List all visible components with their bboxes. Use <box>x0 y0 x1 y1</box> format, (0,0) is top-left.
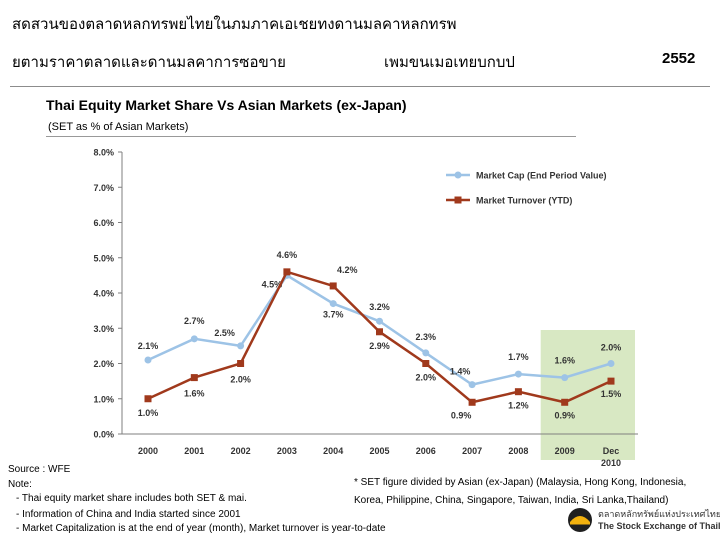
market-cap-point <box>190 335 198 343</box>
header-line-2-left: ยตามราคาตลาดและดานมลคาการซอขาย <box>12 53 286 71</box>
data-label: 4.6% <box>277 250 298 260</box>
highlight-band <box>540 330 635 460</box>
x-tick-label: 2004 <box>323 446 343 456</box>
note-item: - Thai equity market share includes both… <box>16 493 247 504</box>
set-logo-icon <box>568 508 592 532</box>
data-label: 2.1% <box>138 341 159 351</box>
market-cap-point <box>468 381 476 389</box>
market-turnover-point <box>468 398 476 406</box>
market-turnover-point <box>190 374 198 382</box>
data-label: 3.2% <box>369 302 390 312</box>
x-tick-label: 2000 <box>138 446 158 456</box>
y-tick-label: 6.0% <box>93 218 114 228</box>
data-label: 2.9% <box>369 341 390 351</box>
header-line-1: สดสวนของตลาดหลกทรพยไทยในภมภาคเอเชยทงดานม… <box>12 15 457 33</box>
data-label: 2.5% <box>214 328 235 338</box>
data-label: 0.9% <box>451 410 472 420</box>
data-label: 1.0% <box>138 408 159 418</box>
y-tick-label: 4.0% <box>93 289 114 299</box>
legend-label: Market Cap (End Period Value) <box>476 171 607 181</box>
data-label: 2.3% <box>416 332 437 342</box>
data-label: 1.6% <box>554 356 575 366</box>
legend-marker <box>454 171 462 179</box>
x-tick-label: Dec 2010 <box>601 446 621 468</box>
data-label: 0.9% <box>554 410 575 420</box>
market-turnover-point <box>561 398 569 406</box>
market-cap-point <box>514 370 522 378</box>
market-turnover-point <box>376 328 383 336</box>
note-item: - Information of China and India started… <box>16 509 241 520</box>
header-year: 2552 <box>662 50 696 67</box>
header-divider <box>10 86 710 87</box>
footnote: * SET figure divided by Asian (ex-Japan)… <box>354 477 687 506</box>
subtitle-divider <box>46 136 576 137</box>
market-turnover-point <box>144 395 152 403</box>
x-tick-label: 2002 <box>231 446 251 456</box>
market-turnover-point <box>237 360 245 367</box>
x-tick-label: 2007 <box>462 446 482 456</box>
y-tick-label: 0.0% <box>93 430 114 440</box>
x-tick-label: 2005 <box>369 446 389 456</box>
x-tick-label: 2008 <box>508 446 528 456</box>
x-tick-label: 2001 <box>184 446 204 456</box>
y-tick-label: 7.0% <box>93 183 114 193</box>
legend-label: Market Turnover (YTD) <box>476 196 572 206</box>
market-turnover-point <box>283 268 291 276</box>
market-cap-point <box>607 360 615 367</box>
x-tick-label: 2006 <box>416 446 436 456</box>
source-note: Source : WFE <box>8 464 71 475</box>
market-turnover-point <box>422 360 430 367</box>
y-tick-label: 8.0% <box>93 148 114 158</box>
data-label: 3.7% <box>323 310 344 320</box>
data-label: 1.5% <box>601 389 622 399</box>
y-tick-label: 3.0% <box>93 324 114 334</box>
legend-marker <box>454 196 462 204</box>
market-cap-point <box>144 356 152 364</box>
x-tick-label: 2003 <box>277 446 297 456</box>
market-cap-point <box>237 342 245 350</box>
header-line-2-mid: เพมขนเมอเทยบกบป <box>384 53 515 71</box>
set-logo-name-en: The Stock Exchange of Thailand <box>598 521 720 531</box>
chart-subtitle: (SET as % of Asian Markets) <box>48 121 189 133</box>
data-label: 4.2% <box>337 265 358 275</box>
x-tick-label: 2009 <box>555 446 575 456</box>
set-logo-name-th: ตลาดหลักทรัพย์แห่งประเทศไทย <box>598 510 720 520</box>
y-tick-label: 1.0% <box>93 394 114 404</box>
data-label: 1.4% <box>450 367 471 377</box>
market-cap-point <box>422 349 430 357</box>
y-tick-label: 5.0% <box>93 253 114 263</box>
set-logo: ตลาดหลักทรัพย์แห่งประเทศไทย The Stock Ex… <box>566 506 720 539</box>
note-item: - Market Capitalization is at the end of… <box>16 523 386 534</box>
market-turnover-point <box>514 388 522 396</box>
data-label: 1.2% <box>508 401 529 411</box>
market-cap-point <box>329 300 337 308</box>
data-label: 1.6% <box>184 389 205 399</box>
market-turnover-point <box>329 282 337 290</box>
y-tick-label: 2.0% <box>93 359 114 369</box>
market-cap-point <box>376 317 383 325</box>
market-turnover-point <box>607 377 615 385</box>
note-label: Note: <box>8 479 32 490</box>
data-label: 4.5% <box>262 279 283 289</box>
market-cap-point <box>561 374 569 382</box>
data-label: 2.0% <box>416 373 437 383</box>
data-label: 1.7% <box>508 352 529 362</box>
chart-title: Thai Equity Market Share Vs Asian Market… <box>46 97 407 113</box>
data-label: 2.0% <box>601 343 622 353</box>
data-label: 2.7% <box>184 316 205 326</box>
data-label: 2.0% <box>230 375 251 385</box>
